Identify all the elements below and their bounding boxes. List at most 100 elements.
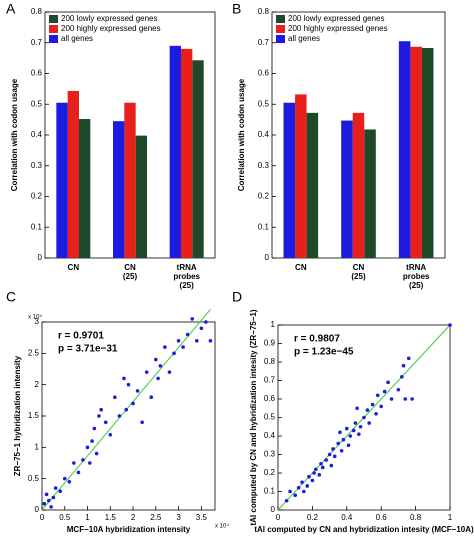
y-tick-label: 0.3	[258, 161, 270, 170]
x-tick-label-line: CN	[124, 263, 136, 272]
x-tick-label: CN (25)	[123, 263, 138, 281]
point	[117, 414, 122, 418]
y-tick-label: 0.8	[264, 357, 276, 366]
y-tick-label: 0.6	[31, 69, 43, 78]
panel-label: A	[6, 1, 16, 17]
y-tick-label: 0.5	[31, 99, 43, 108]
point	[194, 339, 199, 343]
x-tick-label: 1.5	[105, 513, 117, 522]
point	[204, 320, 208, 324]
legend-swatch	[276, 15, 285, 23]
bar	[283, 102, 296, 259]
y-tick-label: 0	[35, 505, 40, 514]
point	[44, 492, 49, 497]
x-tick-label: 0.2	[307, 513, 319, 522]
point	[92, 426, 97, 431]
point	[135, 389, 140, 393]
point	[81, 458, 85, 462]
x-tick-label-line: (25)	[123, 272, 138, 281]
y-tick-label: 0.1	[258, 222, 270, 231]
y-tick-label: 0.7	[258, 38, 270, 47]
legend-label: 200 highly expressed genes	[61, 24, 161, 33]
point	[108, 433, 113, 437]
annotation: p = 1.23e−45	[294, 347, 354, 358]
point	[310, 478, 315, 483]
bar	[398, 41, 411, 259]
point	[338, 430, 342, 435]
legend-label: all genes	[61, 34, 93, 43]
y-tick-label: 0.5	[258, 99, 270, 108]
point	[163, 345, 167, 349]
x-tick-label-line: tRNA	[177, 263, 197, 272]
point	[62, 476, 67, 481]
y-tick-label: 0.5	[264, 413, 276, 422]
point	[126, 382, 131, 387]
bar	[67, 91, 79, 258]
point	[300, 480, 304, 485]
point	[382, 389, 387, 394]
x-tick-label-line: tRNA	[406, 263, 426, 272]
point	[53, 486, 58, 490]
y-tick-label: 0.2	[31, 192, 43, 201]
point	[406, 356, 411, 361]
x-tick-label-line: probes	[403, 272, 430, 281]
point	[172, 351, 176, 356]
point	[208, 339, 213, 343]
bar	[410, 46, 422, 259]
y-tick-label: 0	[271, 505, 276, 514]
point	[362, 415, 366, 420]
point	[284, 498, 289, 503]
y-multiplier: x 10⁴	[28, 314, 42, 321]
x-axis-label: MCF−10A hybridization intensity	[67, 525, 191, 534]
x-tick-label: 0	[40, 513, 45, 522]
bar	[124, 102, 136, 259]
point	[103, 420, 108, 425]
plot-frame	[41, 321, 216, 511]
y-axis-label: ZR−75−1 hybridization intensity	[13, 355, 22, 476]
point	[314, 467, 318, 472]
point	[401, 363, 406, 368]
y-tick-label: 0.5	[28, 474, 40, 483]
bar	[56, 102, 68, 259]
x-tick-label: 0.8	[410, 513, 422, 522]
y-tick-label: 0.2	[264, 468, 276, 477]
y-tick-label: 2.5	[28, 348, 40, 357]
point	[156, 376, 160, 381]
point	[365, 408, 370, 412]
x-tick-label: 0.5	[59, 513, 71, 522]
point	[176, 339, 181, 343]
y-tick-label: 0.7	[31, 38, 43, 47]
bar	[181, 48, 193, 259]
y-tick-label: 1.5	[28, 411, 40, 420]
x-tick-label-line: (25)	[180, 281, 195, 290]
point	[185, 332, 190, 337]
point	[355, 406, 359, 411]
y-tick-label: 0	[38, 253, 43, 262]
point	[351, 428, 356, 433]
point	[288, 489, 292, 494]
legend-swatch	[49, 15, 58, 23]
x-tick-label: CN (25)	[351, 263, 366, 281]
annotation: r = 0.9807	[294, 334, 340, 345]
point	[293, 493, 298, 498]
legend-swatch	[49, 35, 58, 43]
point	[144, 370, 149, 374]
legend-label: 200 lowly expressed genes	[61, 14, 158, 23]
point	[353, 421, 358, 425]
point	[374, 412, 378, 416]
point	[49, 505, 53, 509]
point	[181, 345, 185, 349]
y-tick-label: 2	[35, 380, 40, 389]
x-tick-label: 0.4	[341, 513, 353, 522]
y-tick-label: 0.3	[264, 450, 276, 459]
point	[332, 454, 337, 459]
panel-label: B	[232, 1, 241, 17]
point	[341, 437, 346, 442]
point	[312, 471, 316, 475]
y-tick-label: 1	[271, 320, 276, 329]
point	[339, 449, 344, 453]
point	[167, 370, 172, 374]
point	[88, 461, 92, 465]
y-tick-label: 0.4	[264, 431, 276, 440]
point	[140, 420, 144, 425]
